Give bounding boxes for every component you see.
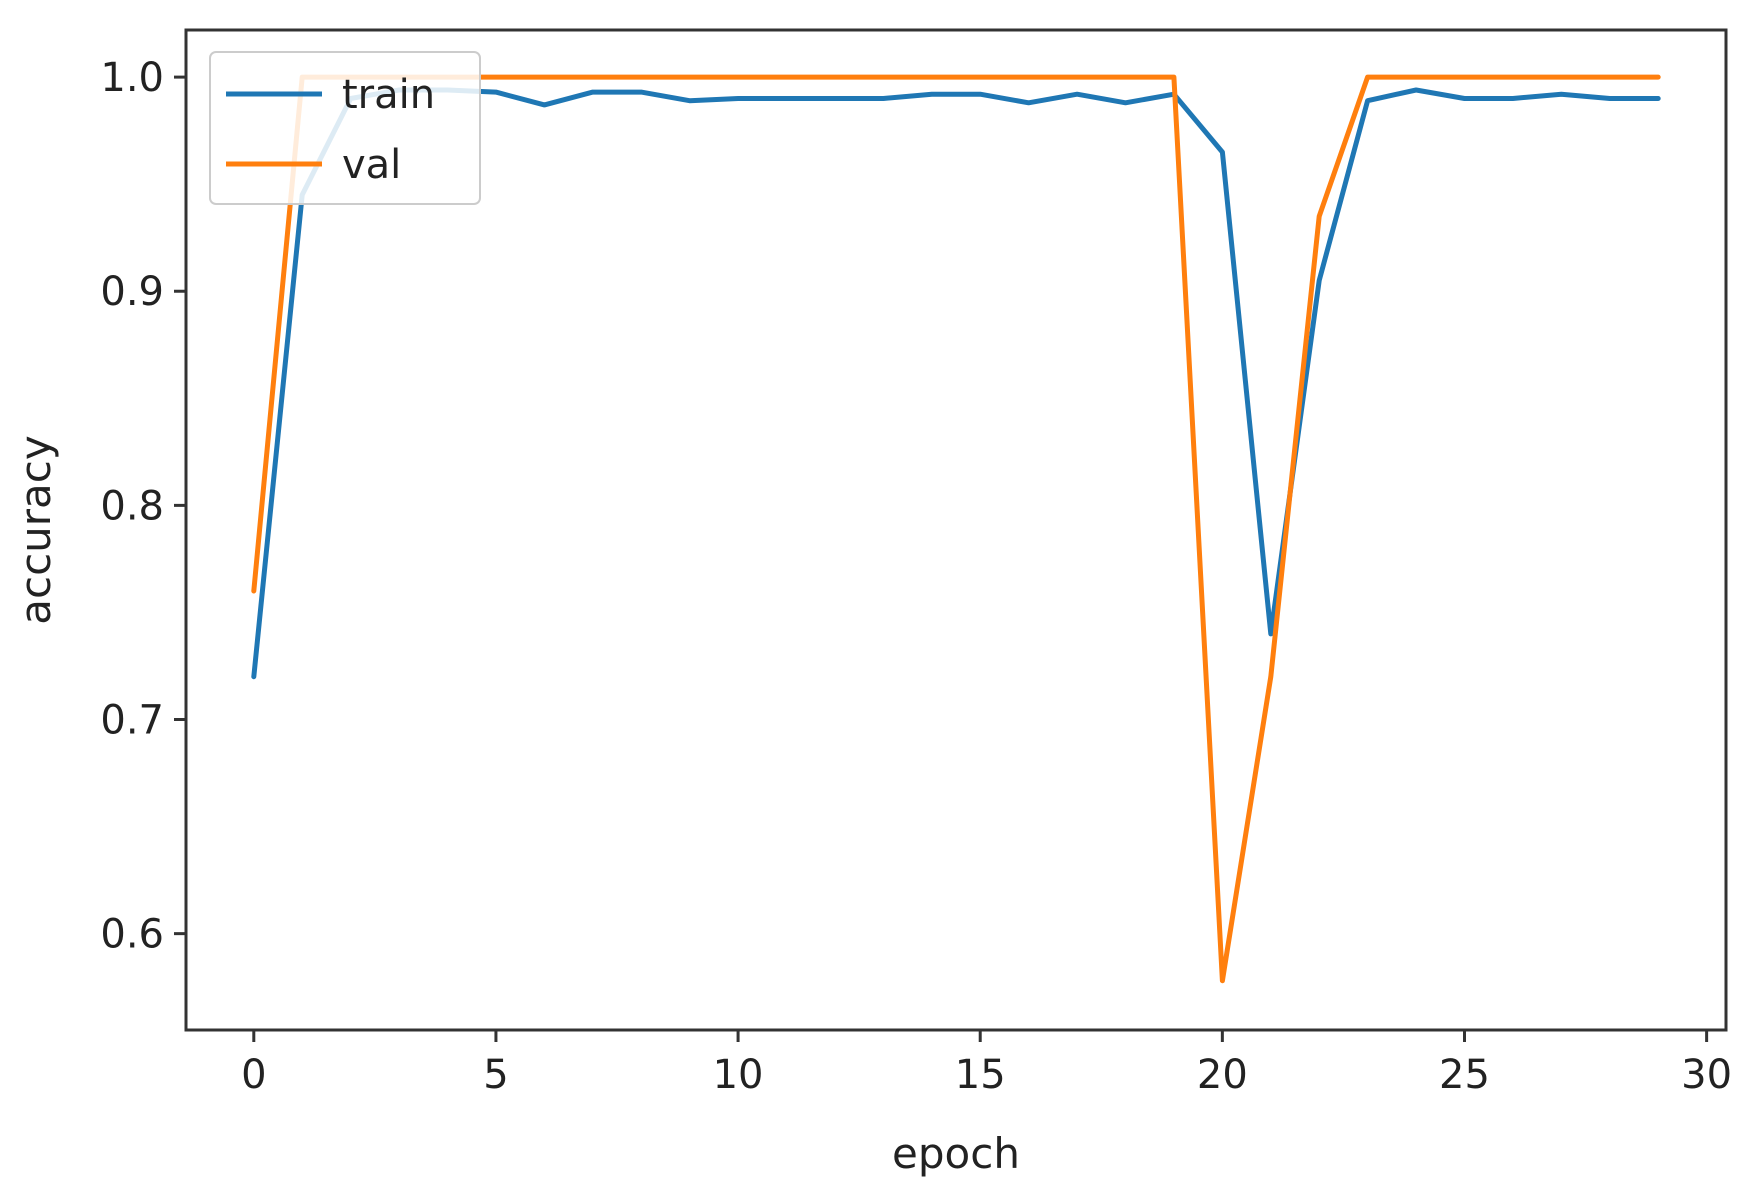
y-axis-label: accuracy [11,435,60,625]
y-tick-label: 1.0 [100,55,164,101]
x-tick-label: 5 [483,1052,508,1098]
legend-label-val: val [342,142,401,188]
x-tick-label: 30 [1681,1052,1732,1098]
x-tick-label: 15 [955,1052,1006,1098]
series-line-train [251,87,1661,680]
series-layer [251,74,1661,984]
legend: train val [209,51,481,205]
x-tick-label: 0 [241,1052,266,1098]
legend-label-train: train [342,72,435,118]
x-tick-label: 20 [1197,1052,1248,1098]
series-line-val [251,74,1661,984]
x-axis-label: epoch [892,1129,1020,1178]
y-tick-label: 0.8 [100,483,164,529]
plot-frame [184,28,1728,1032]
ticks-layer: 0 5 10 15 20 25 30 0.6 0.7 0.8 0.9 1.0 [100,55,1732,1098]
y-tick-label: 0.7 [100,698,164,744]
y-tick-label: 0.6 [100,912,164,958]
x-tick-label: 10 [713,1052,764,1098]
x-tick-label: 25 [1439,1052,1490,1098]
y-tick-label: 0.9 [100,269,164,315]
